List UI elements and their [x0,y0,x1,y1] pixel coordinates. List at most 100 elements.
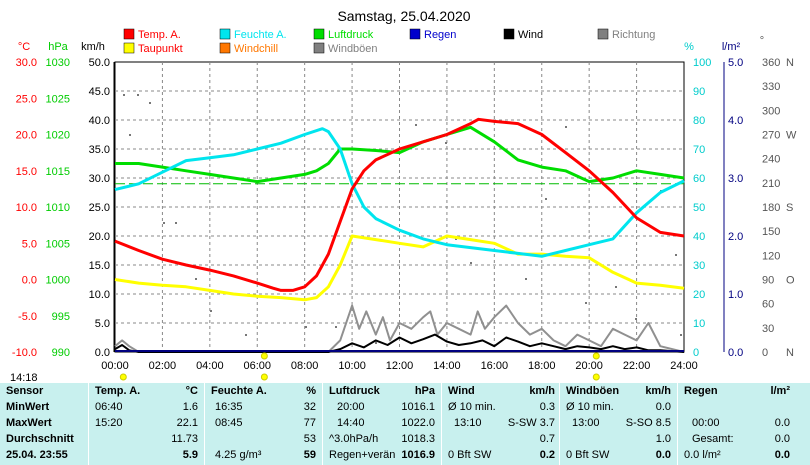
axis-tick-rain: 3.0 [728,173,743,185]
axis-unit-temp: °C [18,41,30,53]
axis-tick-temp: 10.0 [16,202,37,214]
stats-col-wind: Wind km/h Ø 10 min. 0.3 13:10 S-SW 3.7 0.7 … [442,383,559,465]
axis-tick-pressure: 1005 [46,238,70,250]
press-avg-value: 1018.3 [401,433,435,445]
gust-max-time: 13:00 [572,417,600,429]
press-current-value: 1016.9 [401,449,435,461]
axis-tick-wind: 50.0 [89,57,110,69]
legend-swatch [313,28,325,40]
rain-total-value: 0.0 [774,433,790,445]
axis-tick-temp: 0.0 [22,275,37,287]
axis-unit-wind: km/h [81,41,105,53]
axis-tick-direction: 120 [762,250,780,262]
temp-max-time: 15:20 [95,417,123,429]
direction-dot [195,278,197,280]
stats-unit-pressure: hPa [414,385,435,397]
left-axes: °C 30.0 25.0 20.0 15.0 10.0 5.0 0.0 -5.0 -10.0 hPa… [12,41,115,359]
axis-tick-rain: 2.0 [728,231,743,243]
direction-dot [175,222,177,224]
axis-tick-temp: 5.0 [22,238,37,250]
x-tick-label: 08:00 [291,360,319,372]
stats-header-pressure: Luftdruck [329,385,380,397]
temp-current-value: 5.9 [182,449,198,461]
hum-min-value: 32 [303,401,316,413]
axis-unit-direction: ° [760,35,764,47]
gust-current-value: 0.0 [655,449,671,461]
wind-current-value: 0.2 [539,449,555,461]
series-temp-a- [114,117,685,292]
wind-max-time: 13:10 [454,417,482,429]
temp-min-time: 06:40 [95,401,123,413]
series-layer [114,117,685,353]
legend-label: Richtung [612,29,655,41]
axis-tick-wind: 45.0 [89,86,110,98]
axis-tick-wind: 25.0 [89,202,110,214]
press-max-time: 14:40 [337,417,365,429]
axis-tick-wind: 20.0 [89,231,110,243]
press-max-value: 1022.0 [401,417,435,429]
hum-max-time: 08:45 [215,417,243,429]
legend-swatch [219,28,231,40]
press-min-time: 20:00 [337,401,365,413]
direction-dot [565,126,567,128]
axis-tick-humidity: 60 [693,173,705,185]
axis-tick-humidity: 20 [693,289,705,301]
axis-tick-rain: 4.0 [728,115,743,127]
series-luftdruck [115,125,685,184]
direction-dot [675,254,677,256]
axis-unit-humidity: % [684,41,694,53]
wind-min-label: Ø 10 min. [448,401,496,413]
stats-label-min: MinWert [6,401,50,413]
gust-min-value: 0.0 [655,401,671,413]
gust-bft: 0 Bft SW [566,449,610,461]
legend-label: Windchill [234,43,278,55]
direction-dot [305,326,307,328]
hum-avg-value: 53 [303,433,316,445]
direction-dot [137,94,139,96]
axis-tick-direction: 210 [762,178,780,190]
direction-dot [635,318,637,320]
press-min-value: 1016.1 [401,401,435,413]
stats-col-humidity: Feuchte A.% 16:35 32 08:45 77 53 4.25 g/m³… [205,383,322,465]
temp-min-value: 1.6 [182,401,198,413]
axis-tick-wind: 10.0 [89,289,110,301]
direction-dot [163,222,165,224]
stats-unit-gust: km/h [645,385,671,397]
axis-compass-label: O [786,275,795,287]
direction-dot [545,198,547,200]
plot-grid [114,61,685,353]
current-time: 14:18 [10,372,38,384]
axis-tick-pressure: 990 [52,347,70,359]
legend-swatch [123,28,135,40]
axis-tick-wind: 0.0 [95,347,110,359]
hum-max-value: 77 [303,417,316,429]
legend-label: Temp. A. [138,29,181,41]
stats-table: Sensor MinWert MaxWert Durchschnitt 25.0… [0,383,810,465]
stats-label-current: 25.04. 23:55 [6,449,68,461]
axis-tick-humidity: 30 [693,260,705,272]
gust-max-value: S-SO 8.5 [625,417,671,429]
legend-swatch [313,42,325,54]
axis-tick-wind: 15.0 [89,260,110,272]
direction-dot [445,142,447,144]
axis-tick-pressure: 1015 [46,166,70,178]
axis-tick-wind: 35.0 [89,144,110,156]
wind-avg-value: 0.7 [539,433,555,445]
axis-tick-humidity: 10 [693,318,705,330]
stats-col-temp: Temp. A. °C 06:40 1.6 15:20 22.1 11.73 5.9 [89,383,204,465]
series-windb-en [114,304,685,353]
axis-tick-rain: 1.0 [728,289,743,301]
axis-tick-humidity: 0 [693,347,699,359]
x-tick-label: 10:00 [338,360,366,372]
direction-dot [680,334,682,336]
direction-dot [585,302,587,304]
rain-current-amount: 0.0 l/m² [684,449,721,461]
axis-tick-temp: 20.0 [16,130,37,142]
axis-tick-direction: 150 [762,226,780,238]
axis-tick-pressure: 995 [52,311,70,323]
x-tick-label: 00:00 [101,360,129,372]
wind-max-value: S-SW 3.7 [507,417,555,429]
axis-unit-pressure: hPa [48,41,68,53]
axis-tick-temp: -10.0 [12,347,37,359]
legend-swatch [123,42,135,54]
